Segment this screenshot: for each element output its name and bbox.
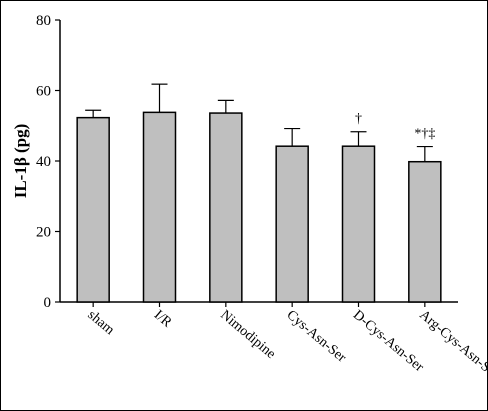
x-tick-label: sham: [85, 308, 117, 339]
y-axis-label: IL-1β (pg): [11, 124, 30, 199]
x-tick-label: Arg-Cys-Asn-Ser: [416, 308, 488, 383]
x-tick-label: D-Cys-Asn-Ser: [350, 308, 427, 376]
bar-3: [275, 145, 309, 303]
bars: [76, 83, 442, 303]
significance-marker: *†‡: [414, 127, 435, 142]
bar-0: [76, 116, 110, 303]
bar-2: [209, 112, 243, 303]
axes: [55, 19, 458, 307]
bar-4: [341, 145, 376, 303]
bar-1: [142, 111, 177, 303]
y-tick-label: 80: [36, 13, 51, 29]
x-tick-label: Cys-Asn-Ser: [284, 308, 349, 366]
y-tick-label: 20: [36, 225, 51, 241]
x-tick-label: I/R: [151, 308, 175, 331]
x-tick-label: Nimodipine: [217, 308, 278, 362]
significance-marker: †: [355, 112, 362, 127]
y-tick-label: 60: [36, 84, 51, 100]
y-tick-label: 0: [44, 295, 52, 311]
bar-5: [408, 160, 442, 303]
y-tick-label: 40: [36, 154, 51, 170]
